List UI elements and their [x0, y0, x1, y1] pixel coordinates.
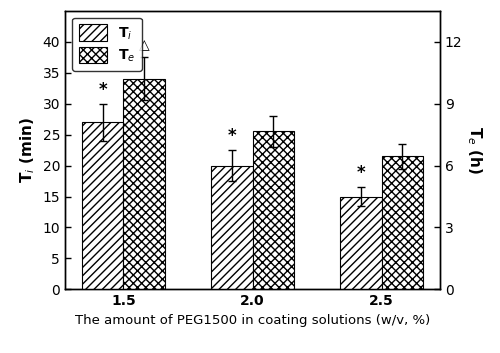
- Bar: [124, 79, 164, 289]
- Bar: [340, 197, 382, 289]
- Bar: [82, 122, 124, 289]
- Text: *: *: [356, 164, 366, 182]
- Text: *: *: [228, 127, 236, 145]
- X-axis label: The amount of PEG1500 in coating solutions (w/v, %): The amount of PEG1500 in coating solutio…: [75, 314, 430, 327]
- Y-axis label: T$_i$ (min): T$_i$ (min): [18, 117, 37, 183]
- Bar: [382, 156, 423, 289]
- Bar: [252, 131, 294, 289]
- Legend: T$_i$, T$_e$: T$_i$, T$_e$: [72, 18, 142, 71]
- Bar: [211, 166, 252, 289]
- Y-axis label: T$_e$ (h): T$_e$ (h): [464, 126, 483, 174]
- Text: △: △: [138, 38, 149, 52]
- Text: *: *: [98, 80, 107, 98]
